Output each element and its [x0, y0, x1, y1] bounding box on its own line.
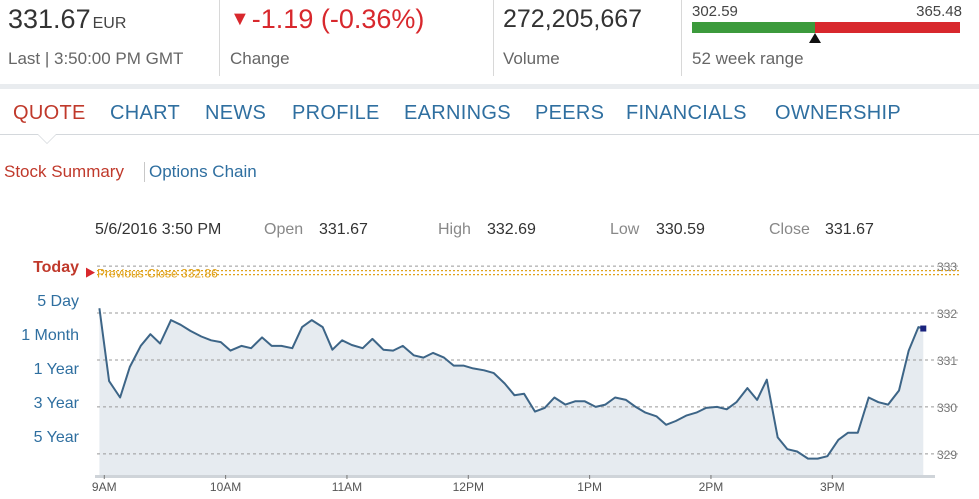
tab-earnings[interactable]: EARNINGS	[404, 102, 511, 124]
period-5-year[interactable]: 5 Year	[33, 429, 79, 446]
subtab-stock-summary[interactable]: Stock Summary	[4, 162, 124, 181]
tab-chart[interactable]: CHART	[110, 102, 181, 124]
y-tick-label: 329	[937, 448, 957, 462]
open-value: 331.67	[319, 221, 368, 238]
header-separator	[0, 84, 979, 89]
open-label: Open	[264, 221, 304, 238]
range-label: 52 week range	[692, 49, 804, 68]
period-today[interactable]: Today	[33, 259, 79, 276]
x-tick-label: 12PM	[453, 480, 484, 494]
chart-datetime: 5/6/2016 3:50 PM	[95, 221, 222, 238]
tab-financials[interactable]: FINANCIALS	[626, 102, 747, 124]
x-tick-label: 9AM	[92, 480, 117, 494]
subtab-options-chain[interactable]: Options Chain	[149, 162, 257, 181]
divider	[681, 0, 682, 76]
divider	[493, 0, 494, 76]
x-tick-label: 1PM	[577, 480, 602, 494]
x-axis-bar	[95, 475, 935, 478]
low-label: Low	[610, 221, 640, 238]
down-arrow-icon: ▼	[230, 8, 250, 30]
y-tick-label: 331	[937, 354, 957, 368]
period-1-month[interactable]: 1 Month	[21, 327, 79, 344]
last-price-marker	[920, 325, 927, 332]
x-tick-label: 2PM	[699, 480, 724, 494]
last-price: 331.67 EUR	[8, 4, 126, 35]
high-label: High	[438, 221, 471, 238]
tab-ownership[interactable]: OWNERSHIP	[775, 102, 902, 124]
change-block: ▼-1.19 (-0.36%) Change	[230, 0, 490, 78]
tab-news[interactable]: NEWS	[205, 102, 267, 124]
range-low: 302.59	[692, 3, 738, 20]
tab-quote[interactable]: QUOTE	[13, 102, 86, 124]
y-tick-label: 332	[937, 307, 957, 321]
x-tick-label: 11AM	[332, 480, 362, 494]
low-value: 330.59	[656, 221, 705, 238]
range-bar-low-segment	[692, 22, 816, 33]
price-line	[98, 308, 924, 460]
x-tick-label: 3PM	[820, 480, 845, 494]
change-value-line: ▼-1.19 (-0.36%)	[230, 4, 424, 35]
volume-label: Volume	[503, 49, 560, 68]
last-time-label: Last | 3:50:00 PM GMT	[8, 49, 184, 68]
range-block: 302.59 365.48 52 week range	[692, 0, 962, 78]
volume-block: 272,205,667 Volume	[503, 0, 678, 78]
y-tick-label: 330	[937, 401, 957, 415]
change-value: -1.19 (-0.36%)	[251, 4, 425, 34]
previous-close-label: Previous Close 332.86	[97, 267, 218, 281]
currency-label: EUR	[92, 15, 127, 32]
close-label: Close	[769, 221, 810, 238]
range-high: 365.48	[916, 3, 962, 20]
price-area	[99, 308, 924, 475]
tabs-underline	[0, 134, 979, 135]
last-price-value: 331.67	[8, 4, 91, 34]
last-price-block: 331.67 EUR Last | 3:50:00 PM GMT	[8, 0, 218, 78]
period-5-day[interactable]: 5 Day	[37, 293, 79, 310]
period-3-year[interactable]: 3 Year	[33, 395, 79, 412]
close-value: 331.67	[825, 221, 874, 238]
active-tab-pointer-fill	[38, 134, 56, 143]
range-bar-high-segment	[815, 22, 960, 33]
change-label: Change	[230, 49, 290, 68]
range-bar	[692, 22, 960, 33]
quote-header: 331.67 EUR Last | 3:50:00 PM GMT ▼-1.19 (…	[0, 0, 979, 80]
tab-peers[interactable]: PEERS	[535, 102, 605, 124]
quote-tabs: QUOTE CHART NEWS PROFILE EARNINGS PEERS …	[0, 100, 979, 136]
divider	[219, 0, 220, 76]
x-tick-label: 10AM	[210, 480, 241, 494]
plot-area	[97, 252, 933, 475]
volume-value: 272,205,667	[503, 5, 643, 33]
range-marker-icon	[809, 33, 822, 43]
tab-profile[interactable]: PROFILE	[292, 102, 380, 124]
y-tick-label: 333	[937, 260, 957, 274]
period-1-year[interactable]: 1 Year	[33, 361, 79, 378]
previous-close-arrow-icon	[86, 267, 95, 278]
subtab-separator	[144, 162, 145, 182]
high-value: 332.69	[487, 221, 536, 238]
